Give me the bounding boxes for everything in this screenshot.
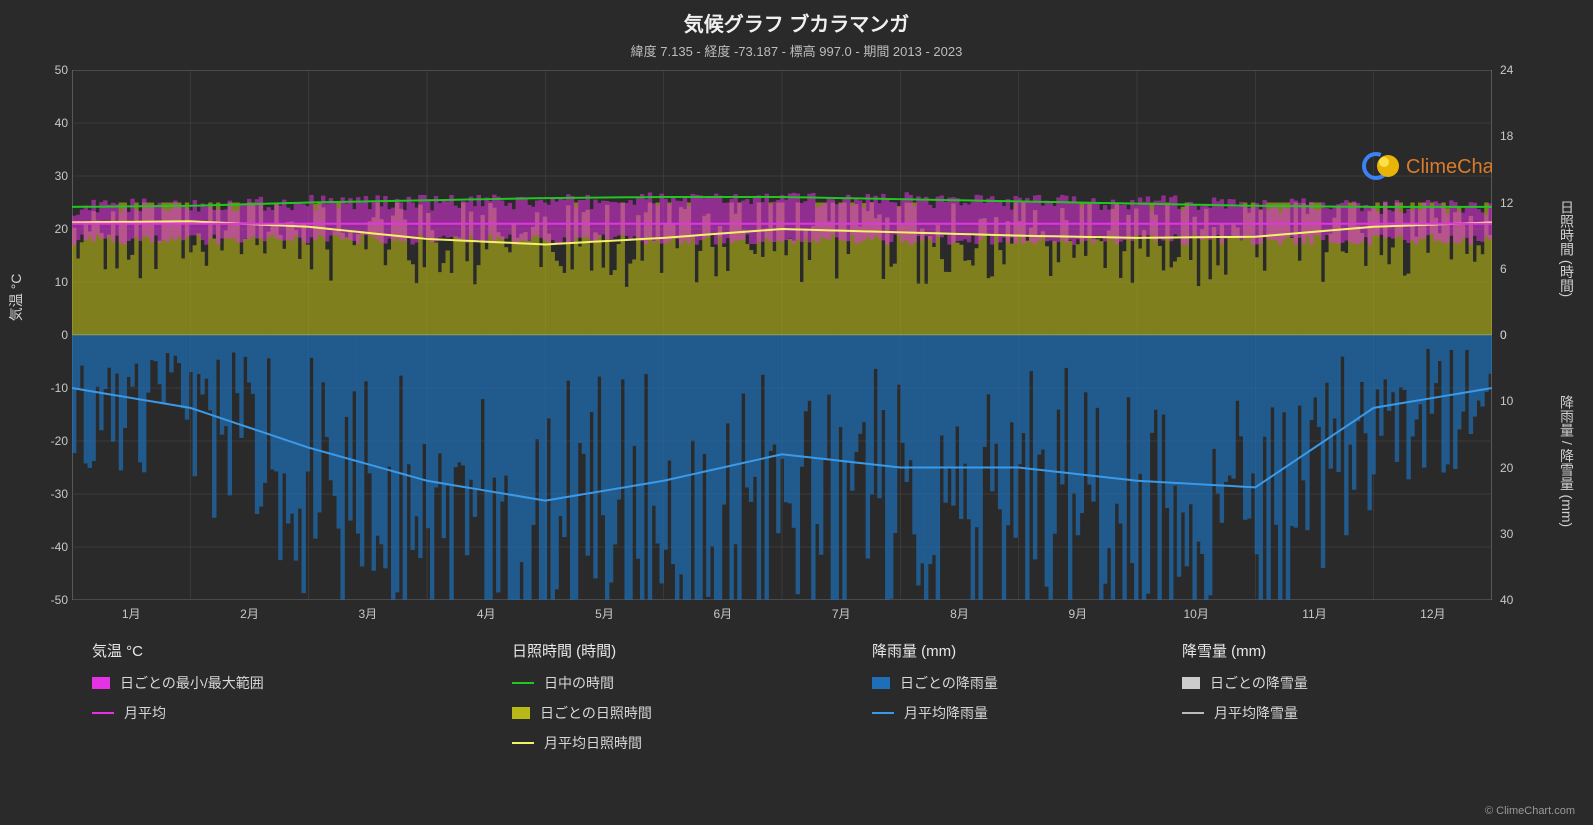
- legend-col-title: 日照時間 (時間): [512, 640, 652, 661]
- legend-swatch: [1182, 677, 1200, 689]
- legend-label: 日ごとの降雨量: [900, 673, 998, 693]
- legend-col-title: 気温 °C: [92, 640, 264, 661]
- legend-swatch: [872, 677, 890, 689]
- legend-item: 月平均降雪量: [1182, 703, 1308, 723]
- legend-line-swatch: [872, 712, 894, 714]
- legend-item: 日中の時間: [512, 673, 652, 693]
- chart-subtitle: 緯度 7.135 - 経度 -73.187 - 標高 997.0 - 期間 20…: [0, 41, 1593, 60]
- legend-line-swatch: [512, 742, 534, 744]
- legend-item: 日ごとの最小/最大範囲: [92, 673, 264, 693]
- legend-label: 月平均降雪量: [1214, 703, 1298, 723]
- plot-area: ClimeChart.comClimeChart.com: [72, 70, 1492, 600]
- y-axis-right-bottom-label: 降雨量 / 降雪量 (mm): [1557, 395, 1577, 527]
- legend-item: 月平均: [92, 703, 264, 723]
- legend-swatch: [512, 707, 530, 719]
- legend-swatch: [92, 677, 110, 689]
- legend-column: 降雨量 (mm) 日ごとの降雨量月平均降雨量: [872, 640, 998, 723]
- legend-item: 日ごとの降雪量: [1182, 673, 1308, 693]
- legend-label: 月平均: [124, 703, 166, 723]
- chart-title: 気候グラフ ブカラマンガ: [0, 0, 1593, 37]
- climate-chart-container: 気候グラフ ブカラマンガ 緯度 7.135 - 経度 -73.187 - 標高 …: [0, 0, 1593, 825]
- y-axis-right-top-label: 日照時間 (時間): [1557, 200, 1577, 297]
- chart-svg: ClimeChart.comClimeChart.com: [72, 70, 1492, 600]
- legend-line-swatch: [1182, 712, 1204, 714]
- legend-label: 日ごとの日照時間: [540, 703, 652, 723]
- legend-label: 日ごとの最小/最大範囲: [120, 673, 264, 693]
- legend-label: 日ごとの降雪量: [1210, 673, 1308, 693]
- y-axis-right-top-ticks: 06121824: [1500, 70, 1530, 335]
- legend-item: 月平均降雨量: [872, 703, 998, 723]
- legend-line-swatch: [512, 682, 534, 684]
- legend-item: 日ごとの降雨量: [872, 673, 998, 693]
- legend-label: 日中の時間: [544, 673, 614, 693]
- y-axis-left-ticks: -50-40-30-20-1001020304050: [38, 70, 68, 600]
- legend-col-title: 降雪量 (mm): [1182, 640, 1308, 661]
- legend-label: 月平均降雨量: [904, 703, 988, 723]
- legend-item: 日ごとの日照時間: [512, 703, 652, 723]
- legend-label: 月平均日照時間: [544, 733, 642, 753]
- legend-column: 降雪量 (mm) 日ごとの降雪量月平均降雪量: [1182, 640, 1308, 723]
- y-axis-right-bottom-ticks: 010203040: [1500, 335, 1530, 600]
- legend-line-swatch: [92, 712, 114, 714]
- legend-col-title: 降雨量 (mm): [872, 640, 998, 661]
- legend-column: 日照時間 (時間) 日中の時間日ごとの日照時間月平均日照時間: [512, 640, 652, 753]
- x-axis-ticks: 1月2月3月4月5月6月7月8月9月10月11月12月: [72, 605, 1492, 625]
- y-axis-left-label: 気温 °C: [6, 274, 26, 322]
- copyright-text: © ClimeChart.com: [1485, 805, 1575, 817]
- legend-column: 気温 °C 日ごとの最小/最大範囲月平均: [92, 640, 264, 723]
- svg-text:ClimeChart.com: ClimeChart.com: [1406, 156, 1492, 178]
- legend-item: 月平均日照時間: [512, 733, 652, 753]
